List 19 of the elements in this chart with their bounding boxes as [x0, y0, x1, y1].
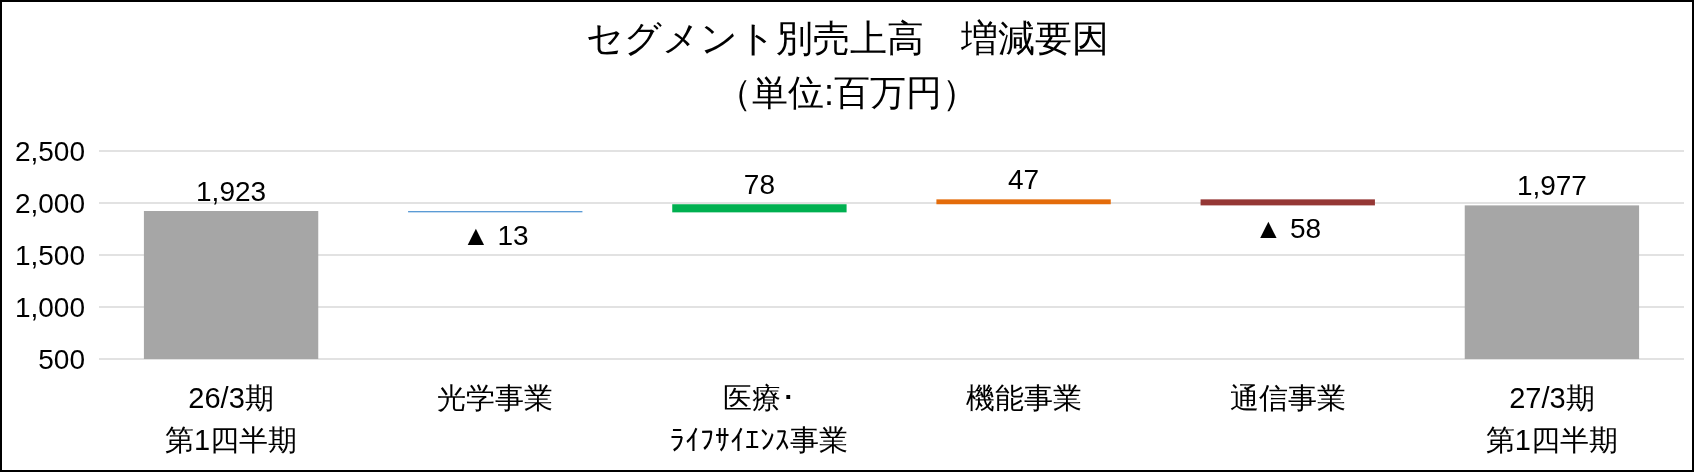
- data-label: 78: [743, 169, 775, 201]
- category: 機能事業: [965, 382, 1082, 414]
- y-tick-label: 2,500: [14, 136, 85, 167]
- category: 通信事業: [1229, 382, 1346, 414]
- title: セグメント別売上高 増減要因: [585, 18, 1109, 59]
- data-label: 1,923: [196, 176, 267, 207]
- y-tick-label: 2,000: [14, 188, 85, 219]
- y-tick-label: 1,500: [14, 240, 85, 271]
- subtitle: （単位:百万円）: [716, 72, 978, 113]
- category: 26/3期第1四半期: [165, 382, 298, 456]
- data-label: 47: [1008, 164, 1040, 196]
- y-tick-label: 500: [38, 344, 85, 375]
- data-label: 1,977: [1516, 170, 1587, 202]
- category: 医療･ﾗｲﾌｻｲｴﾝｽ事業: [670, 382, 849, 456]
- data-label: ▲ 13: [461, 220, 529, 252]
- y-tick-label: 1,000: [14, 292, 85, 323]
- category: 光学事業: [437, 382, 554, 414]
- data-label: ▲ 58: [1254, 213, 1322, 245]
- category: 27/3期第1四半期: [1485, 382, 1618, 456]
